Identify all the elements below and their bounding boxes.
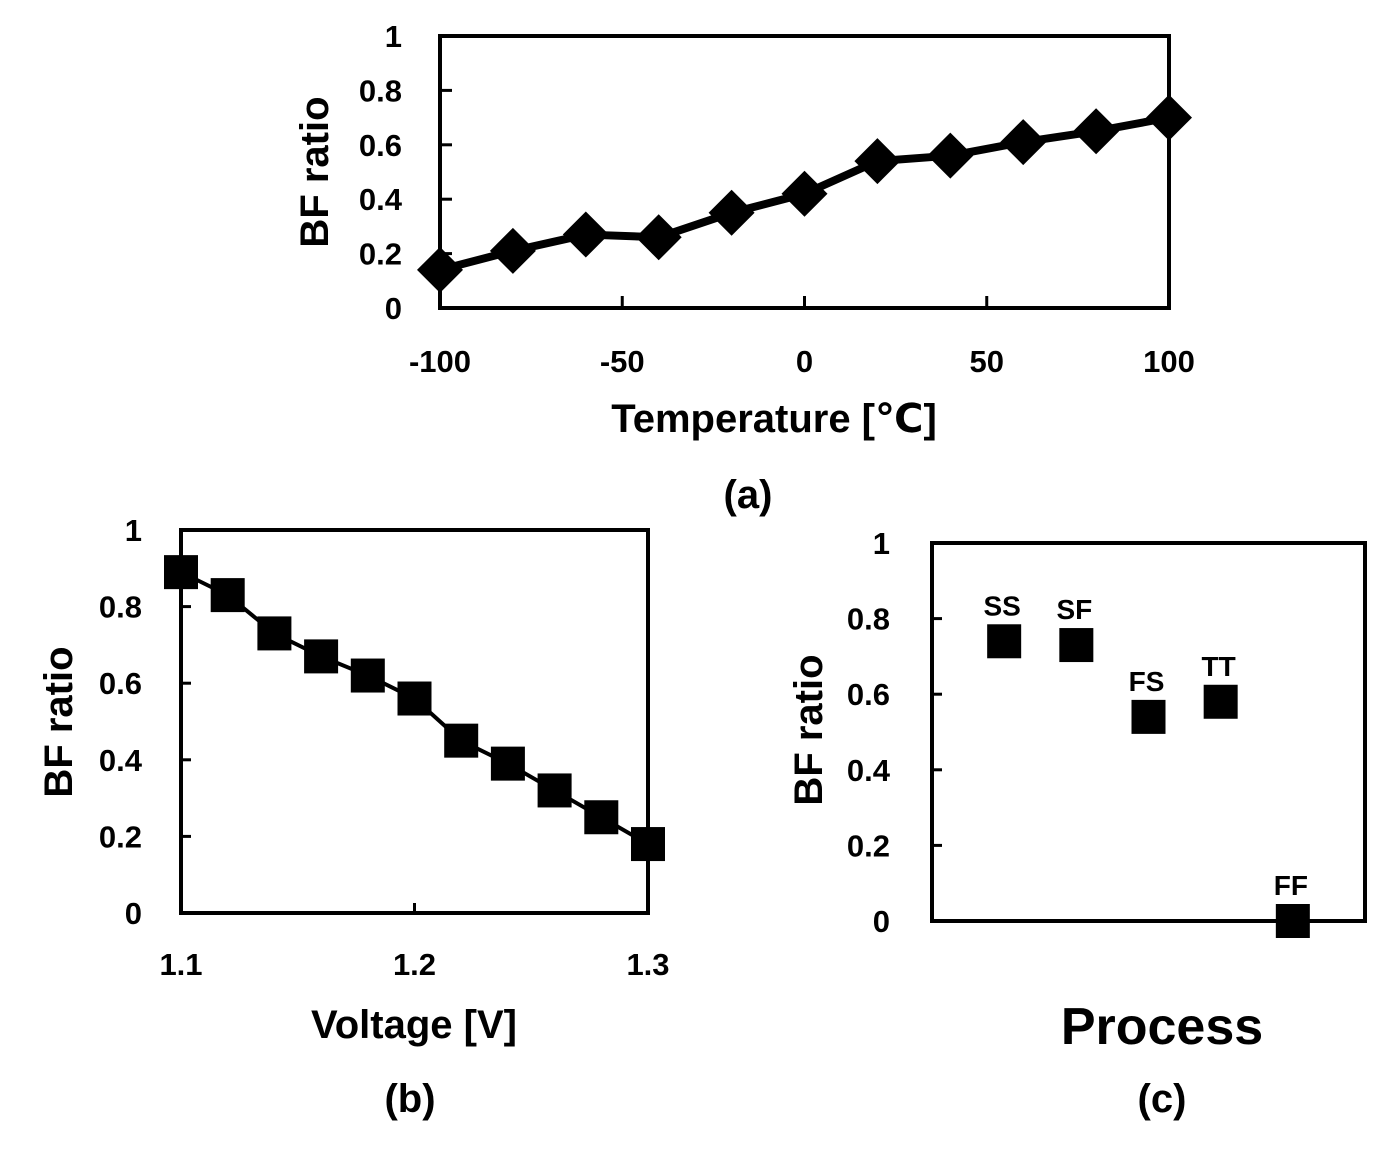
chart-c-series: SS SF FS TT FF [983,590,1310,938]
chart-b-y-tick-label: 0.8 [99,590,142,625]
chart-b-y-tick-label: 0.2 [99,819,142,854]
chart-b-xlabel: Voltage [V] [311,1003,517,1047]
chart-c-y-tick-label: 1 [873,526,890,561]
chart-a-data-point [854,138,901,185]
chart-c-xlabel: Process [1061,998,1263,1056]
chart-b-data-point [164,555,198,590]
chart-b-y-tick-label: 0.4 [99,743,143,778]
chart-a-y-tick-label: 1 [385,19,402,54]
chart-b-y-tick-label: 1 [125,513,142,548]
chart-c-y-tick-label: 0.2 [847,828,890,863]
chart-a-data-point [1000,119,1047,166]
chart-a-y-tick-label: 0.2 [359,237,402,272]
chart-a-data-point [417,246,463,293]
chart-b-data-point [584,800,619,835]
chart-c-point-label: FS [1129,666,1165,697]
chart-c-data-point [987,624,1022,659]
chart-c-data-point [1059,628,1094,663]
chart-a-x-tick-label: -50 [600,344,645,379]
chart-a: 0 0.2 0.4 0.6 0.8 1 -100 -50 0 50 100 Temperature… [293,19,1195,517]
chart-c-data-point [1131,699,1166,734]
chart-b-data-point [304,639,339,674]
chart-b-data-point [631,827,665,862]
chart-c-point-label: TT [1202,651,1236,682]
chart-a-ylabel: BF ratio [293,96,337,247]
chart-c-y-tick-label: 0.4 [847,753,891,788]
chart-b-series [164,555,665,862]
chart-a-y-tick-label: 0 [385,291,402,326]
chart-b-y-ticks: 0 0.2 0.4 0.6 0.8 1 [99,513,191,931]
chart-a-y-tick-label: 0.8 [359,73,402,108]
chart-b-y-tick-label: 0 [125,896,142,931]
chart-c-point-label: SF [1056,594,1092,625]
chart-b-data-point [350,658,385,693]
chart-b-x-tick-label: 1.3 [626,947,669,982]
chart-c-data-point [1203,684,1238,719]
chart-b-x-tick-label: 1.1 [159,947,202,982]
chart-a-series [417,94,1192,293]
chart-a-y-ticks: 0 0.2 0.4 0.6 0.8 1 [359,19,452,326]
chart-c-point-label: FF [1274,870,1308,901]
chart-b-data-point [537,773,572,808]
chart-b-data-point [397,681,432,716]
chart-a-data-point [1073,108,1120,155]
chart-a-y-tick-label: 0.6 [359,128,402,163]
chart-a-x-tick-label: 100 [1143,344,1195,379]
chart-b-caption: (b) [384,1077,435,1121]
chart-b-ylabel: BF ratio [37,646,81,797]
chart-c-y-tick-label: 0 [873,904,890,939]
chart-b: 0 0.2 0.4 0.6 0.8 1 1.1 1.2 1.3 Voltage [V] BF … [37,513,670,1121]
chart-c-plot-frame [930,541,1367,923]
chart-c-ylabel: BF ratio [787,654,831,805]
chart-a-data-point [708,189,755,236]
chart-c-y-ticks: 0 0.2 0.4 0.6 0.8 1 [847,526,942,939]
chart-b-data-point [257,616,292,651]
chart-c-data-point [1275,904,1310,938]
chart-a-data-point [1146,94,1192,141]
chart-a-x-tick-label: 0 [796,344,813,379]
chart-b-x-tick-label: 1.2 [393,947,436,982]
chart-a-data-point [635,214,682,261]
chart-a-x-tick-label: 50 [970,344,1004,379]
chart-b-data-point [210,578,245,613]
chart-b-data-point [444,723,479,758]
chart-b-y-tick-label: 0.6 [99,666,142,701]
chart-c: 0 0.2 0.4 0.6 0.8 1 SS SF FS TT FF Process BF rat… [787,526,1367,1121]
chart-b-plot-frame [179,528,650,915]
chart-a-caption: (a) [724,473,773,517]
chart-a-data-point [489,227,536,274]
chart-c-caption: (c) [1138,1077,1187,1121]
chart-c-point-label: SS [983,590,1020,621]
chart-a-data-point [781,170,828,217]
chart-a-y-tick-label: 0.4 [359,182,403,217]
chart-a-data-point [927,132,974,179]
chart-c-y-tick-label: 0.8 [847,602,890,637]
chart-b-data-point [490,746,525,781]
chart-a-x-ticks: -100 -50 0 50 100 [409,296,1195,379]
chart-a-xlabel: Temperature [℃] [611,397,937,441]
chart-a-data-point [562,211,609,258]
chart-b-x-ticks: 1.1 1.2 1.3 [159,903,670,982]
chart-c-y-tick-label: 0.6 [847,677,890,712]
chart-a-x-tick-label: -100 [409,344,471,379]
